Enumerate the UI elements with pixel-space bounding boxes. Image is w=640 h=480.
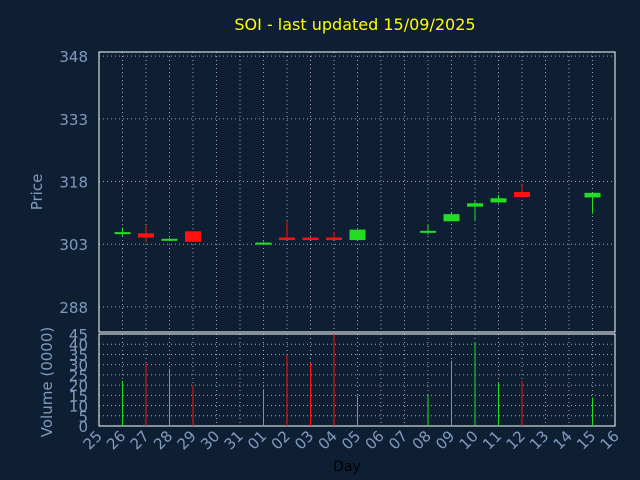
volume-tick-label: 40 <box>69 336 88 354</box>
candle-body <box>114 232 131 235</box>
candle <box>255 241 272 245</box>
volume-tick-label: 30 <box>69 357 88 375</box>
x-tick-label: 05 <box>338 427 364 453</box>
candle <box>279 221 295 241</box>
x-axis-label: Day <box>333 459 361 475</box>
candle <box>584 192 601 214</box>
x-tick-label: 07 <box>385 427 411 453</box>
volume-tick-label: 15 <box>69 387 88 405</box>
candle-body <box>185 231 201 242</box>
candles <box>114 184 601 245</box>
candle-body <box>514 192 530 198</box>
x-tick-label: 30 <box>197 427 223 453</box>
price-tick-label: 303 <box>59 236 88 254</box>
x-tick-label: 12 <box>503 427 529 453</box>
price-tick-label: 318 <box>59 174 88 192</box>
x-tick-label: 28 <box>150 427 176 453</box>
x-tick-label: 04 <box>315 427 341 453</box>
candle-body <box>584 192 601 198</box>
candle <box>326 231 342 241</box>
x-tick-label: 11 <box>479 427 505 453</box>
candle <box>349 229 366 241</box>
candle-body <box>349 229 366 241</box>
price-tick-label: 333 <box>59 111 88 129</box>
x-tick-label: 01 <box>244 427 270 453</box>
candle <box>490 194 507 204</box>
x-tick-label: 03 <box>291 427 317 453</box>
candle-body <box>443 214 460 222</box>
candle <box>514 184 530 198</box>
candle <box>138 225 154 243</box>
candle <box>420 224 436 235</box>
volume-tick-label: 5 <box>78 408 88 426</box>
x-tick-label: 29 <box>174 427 200 453</box>
price-panel: 348 333 318 303 288 Price <box>28 48 616 333</box>
price-grid <box>99 52 615 332</box>
volume-tick-label: 10 <box>69 398 88 416</box>
candle-body <box>279 237 295 241</box>
volume-tick-label: 25 <box>69 367 88 385</box>
x-tick-label: 10 <box>456 427 482 453</box>
candle-body <box>420 230 436 233</box>
x-tick-label: 09 <box>432 427 458 453</box>
price-axis-label: Price <box>28 174 46 211</box>
volume-tick-label: 0 <box>78 418 88 436</box>
volume-tick-label: 35 <box>69 346 88 364</box>
candle-body <box>490 198 507 203</box>
candle-body <box>255 242 272 245</box>
x-tick-label: 31 <box>221 427 247 453</box>
candle-body <box>467 203 483 207</box>
candle-body <box>161 238 178 241</box>
candle <box>302 237 319 241</box>
candle <box>114 227 131 236</box>
price-tick-labels: 348 333 318 303 288 <box>59 48 88 317</box>
candle <box>161 237 178 241</box>
x-tick-label: 14 <box>550 427 576 453</box>
candle <box>443 212 460 222</box>
chart-title: SOI - last updated 15/09/2025 <box>234 15 475 34</box>
candle-body <box>302 237 319 241</box>
x-tick-label: 26 <box>103 427 129 453</box>
price-tick-label: 348 <box>59 48 88 66</box>
volume-axis-label: Volume (0000) <box>38 327 56 437</box>
volume-tick-label: 20 <box>69 377 88 395</box>
x-tick-label: 06 <box>362 427 388 453</box>
price-tick-label: 288 <box>59 299 88 317</box>
candle-body <box>326 237 342 241</box>
x-tick-label: 16 <box>597 427 623 453</box>
volume-tick-label: 45 <box>69 326 88 344</box>
candle <box>467 201 483 221</box>
x-tick-label: 27 <box>127 427 153 453</box>
x-tick-label: 02 <box>268 427 294 453</box>
x-tick-labels: 2526272829303101020304050607080910111213… <box>80 427 623 453</box>
x-tick-label: 13 <box>526 427 552 453</box>
volume-bars <box>122 334 593 426</box>
x-tick-label: 15 <box>573 427 599 453</box>
candle <box>185 231 201 242</box>
candle-body <box>138 233 154 238</box>
x-tick-label: 08 <box>409 427 435 453</box>
